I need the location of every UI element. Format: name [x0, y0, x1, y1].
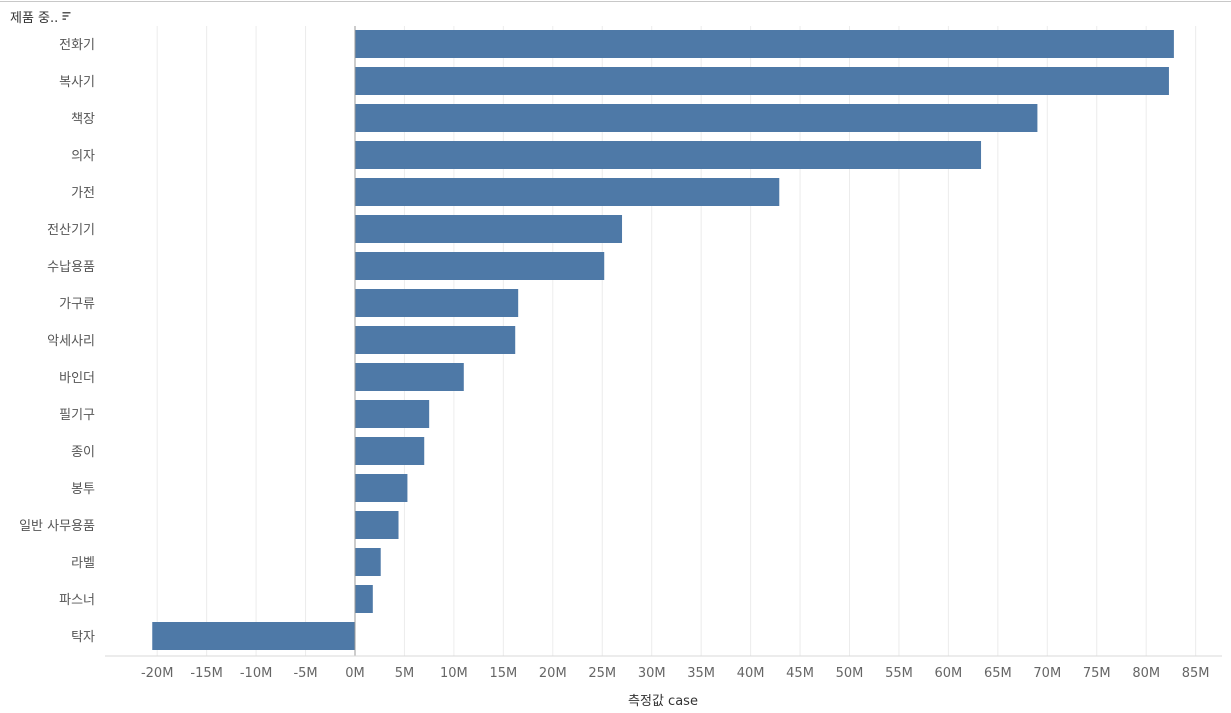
x-tick-label: 80M — [1132, 666, 1160, 681]
x-tick-label: 5M — [395, 666, 415, 681]
x-tick-label: 40M — [737, 666, 765, 681]
category-labels: 전화기복사기책장의자가전전산기기수납용품가구류악세사리바인더필기구종이봉투일반 … — [19, 38, 95, 645]
bar[interactable] — [355, 141, 982, 169]
bar[interactable] — [152, 622, 355, 650]
bar[interactable] — [355, 548, 381, 576]
sort-descending-icon[interactable] — [62, 11, 72, 21]
bar[interactable] — [355, 104, 1038, 132]
bar[interactable] — [355, 215, 623, 243]
x-tick-label: 55M — [885, 666, 913, 681]
bar[interactable] — [355, 585, 373, 613]
category-label: 일반 사무용품 — [19, 519, 95, 534]
x-tick-label: 25M — [588, 666, 616, 681]
category-label: 전산기기 — [47, 223, 95, 238]
x-tick-label: 45M — [786, 666, 814, 681]
x-tick-label: 50M — [836, 666, 864, 681]
x-tick-label: 10M — [440, 666, 468, 681]
bar[interactable] — [355, 67, 1169, 95]
x-tick-label: -5M — [293, 666, 317, 681]
bar[interactable] — [355, 363, 464, 391]
category-label: 가전 — [71, 186, 95, 201]
x-tick-label: 75M — [1083, 666, 1111, 681]
field-label: 제품 중.. — [10, 10, 59, 26]
category-label: 필기구 — [59, 408, 95, 423]
field-header[interactable]: 제품 중.. — [10, 6, 72, 26]
x-tick-label: 30M — [638, 666, 666, 681]
bar[interactable] — [355, 252, 605, 280]
bar[interactable] — [355, 474, 408, 502]
category-label: 바인더 — [59, 371, 95, 386]
category-label: 전화기 — [59, 38, 95, 53]
bars — [152, 30, 1174, 650]
x-tick-label: 0M — [345, 666, 365, 681]
x-axis-ticks: -20M -15M -10M -5M 0M 5M 10M 15M 20M 25M 30M 35M 40M… — [141, 666, 1210, 681]
category-label: 의자 — [71, 149, 95, 164]
bar[interactable] — [355, 400, 430, 428]
x-tick-label: 15M — [489, 666, 517, 681]
bar[interactable] — [355, 437, 425, 465]
x-tick-label: 20M — [539, 666, 567, 681]
bar[interactable] — [355, 30, 1174, 58]
bar[interactable] — [355, 511, 399, 539]
category-label: 봉투 — [71, 482, 95, 497]
x-tick-label: 60M — [935, 666, 963, 681]
category-label: 책장 — [71, 112, 95, 127]
category-label: 복사기 — [59, 75, 95, 90]
category-label: 악세사리 — [47, 334, 95, 349]
x-tick-label: 65M — [984, 666, 1012, 681]
bar[interactable] — [355, 289, 519, 317]
top-divider — [0, 1, 1231, 2]
category-label: 수납용품 — [47, 260, 95, 275]
bar[interactable] — [355, 178, 780, 206]
bar[interactable] — [355, 326, 516, 354]
category-label: 종이 — [71, 445, 95, 460]
x-tick-label: -15M — [190, 666, 222, 681]
x-tick-label: -10M — [240, 666, 272, 681]
x-axis-title: 측정값 case — [628, 694, 698, 709]
category-label: 파스너 — [59, 593, 95, 608]
x-tick-label: -20M — [141, 666, 173, 681]
category-label: 가구류 — [59, 297, 95, 312]
x-tick-label: 35M — [687, 666, 715, 681]
category-label: 탁자 — [71, 630, 95, 645]
x-tick-label: 85M — [1182, 666, 1210, 681]
x-tick-label: 70M — [1033, 666, 1061, 681]
category-label: 라벨 — [71, 556, 95, 571]
